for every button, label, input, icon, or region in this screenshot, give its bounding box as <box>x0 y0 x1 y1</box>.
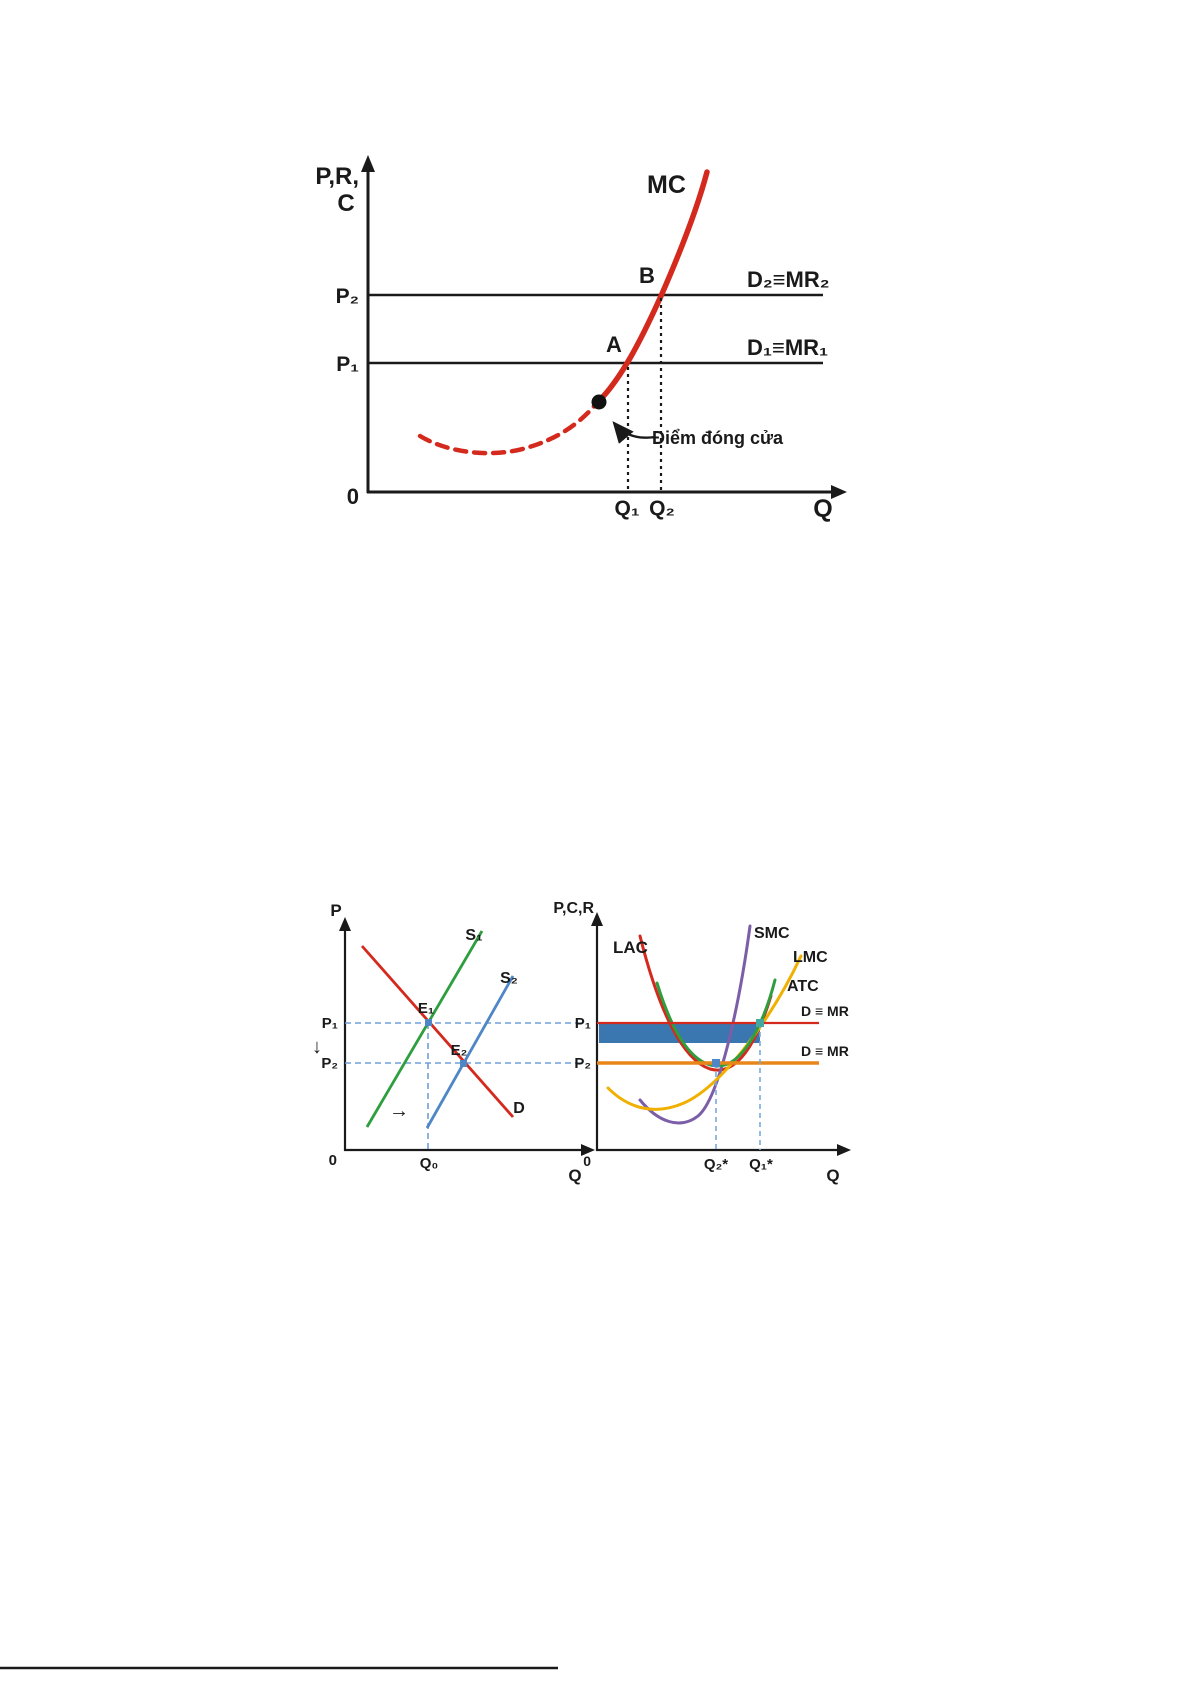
x-axis-label: Q <box>826 1166 839 1185</box>
e1-marker <box>425 1019 432 1026</box>
y-axis-arrow-icon <box>591 912 603 926</box>
x-axis-arrow-icon <box>837 1144 851 1156</box>
shutdown-annotation-label: Điểm đóng cửa <box>652 428 784 448</box>
p1-tick-label: P₁ <box>322 1015 338 1032</box>
x-axis-label: Q <box>568 1166 581 1185</box>
mc-curve <box>595 169 710 405</box>
origin-label: 0 <box>347 484 359 509</box>
lac-label: LAC <box>613 938 648 957</box>
smc-curve <box>638 924 752 1125</box>
point-a-label: A <box>606 332 622 357</box>
q1star-tick-label: Q₁* <box>749 1156 773 1173</box>
mc-label: MC <box>647 171 686 199</box>
q0-tick-label: Q₀ <box>420 1155 438 1172</box>
atc-label: ATC <box>787 978 819 995</box>
shutdown-point-dot <box>591 394 607 410</box>
mc-dashed-curve <box>417 401 599 456</box>
supply1-label: S₁ <box>465 927 483 944</box>
e2-label: E₂ <box>451 1042 468 1059</box>
e1-label: E₁ <box>418 1000 434 1017</box>
chart-market-supply-shift: P Q 0 E₁ E₂ D S₁ S₂ P₁ P₂ Q₀ ↓ → <box>312 901 595 1185</box>
demand-curve <box>360 945 515 1118</box>
e2-marker <box>460 1060 467 1067</box>
p1-tick-label: P₁ <box>575 1015 591 1032</box>
profit-band <box>599 1024 760 1043</box>
point-b-label: B <box>639 263 655 288</box>
p2-tick-label: P₂ <box>574 1055 591 1072</box>
x-axis-arrow-icon <box>581 1144 595 1156</box>
smc-label: SMC <box>754 925 790 942</box>
d-mr-p1-label: D ≡ MR <box>801 1003 849 1019</box>
x-axis-label: Q <box>813 495 832 523</box>
supply-shift-arrow-icon: → <box>389 1100 409 1122</box>
supply1-curve <box>365 930 484 1128</box>
q2-tick-label: Q₂ <box>649 497 675 520</box>
shutdown-annotation-arrow-icon <box>612 421 656 444</box>
q1star-marker <box>756 1019 764 1027</box>
price-fall-arrow-icon: ↓ <box>312 1036 322 1058</box>
origin-label: 0 <box>329 1152 337 1169</box>
origin-label: 0 <box>583 1153 591 1169</box>
p2-tick-label: P₂ <box>336 285 359 308</box>
y-axis-arrow-icon <box>339 917 351 931</box>
supply2-curve <box>425 975 515 1129</box>
y-axis-label: P <box>330 901 341 920</box>
d2-mr2-label: D₂≡MR₂ <box>747 267 830 292</box>
q2star-tick-label: Q₂* <box>704 1156 728 1173</box>
d1-mr1-label: D₁≡MR₁ <box>747 335 828 360</box>
p2-tick-label: P₂ <box>321 1055 338 1072</box>
y-axis-label: P,R, <box>315 163 359 190</box>
x-axis-arrow-icon <box>831 485 847 499</box>
d-mr-p2-label: D ≡ MR <box>801 1043 849 1059</box>
q1-tick-label: Q₁ <box>614 497 639 520</box>
y-axis-label-2: C <box>337 190 354 217</box>
y-axis-arrow-icon <box>361 155 375 172</box>
lmc-curve <box>606 954 803 1111</box>
p1-tick-label: P₁ <box>336 353 359 376</box>
chart-shutdown-point: P,R, C 0 P₂ P₁ D₂≡MR₂ D₁≡MR₁ MC A B Q₁ Q… <box>315 155 847 523</box>
demand-label: D <box>513 1100 525 1117</box>
tangency-marker <box>712 1059 720 1067</box>
lac-curve <box>638 934 773 1072</box>
chart-longrun-equilibrium: P,C,R Q 0 LAC SMC LMC ATC D ≡ MR D ≡ MR … <box>553 900 851 1185</box>
y-axis-label: P,C,R <box>553 900 594 917</box>
supply2-label: S₂ <box>500 970 518 987</box>
lmc-label: LMC <box>793 949 828 966</box>
